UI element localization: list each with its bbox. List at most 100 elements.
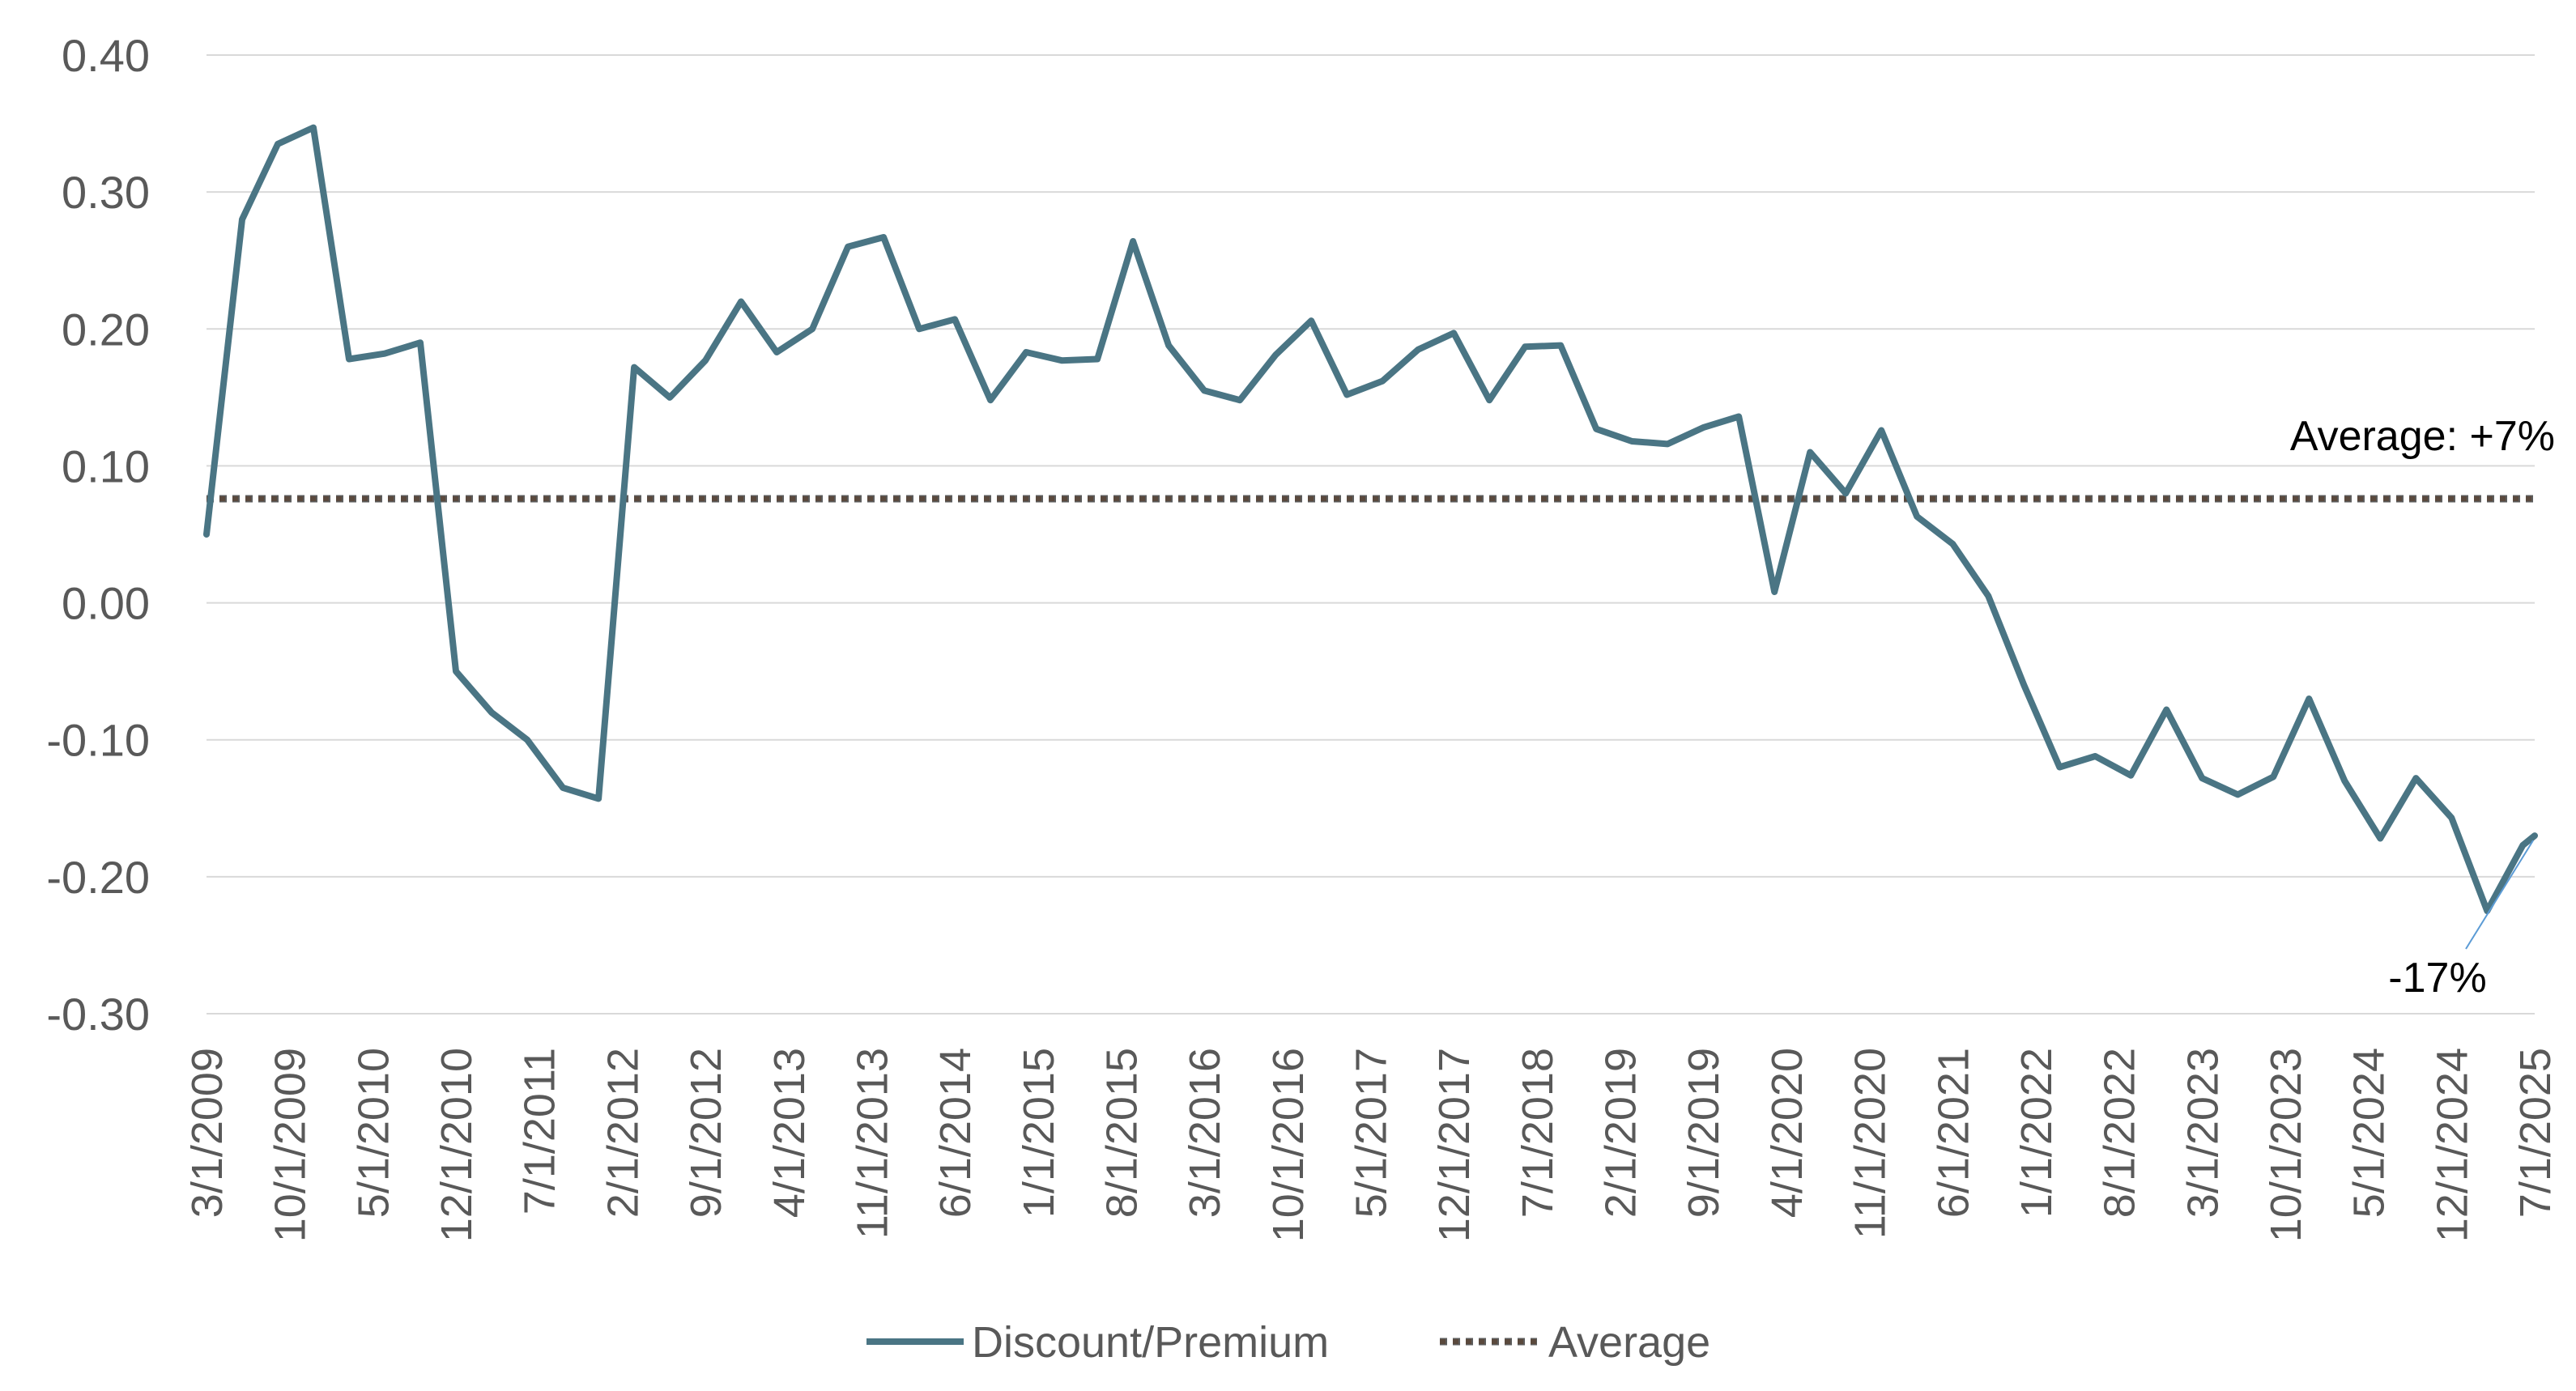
data-point [2235,792,2240,797]
data-point [204,532,209,537]
data-point [667,395,672,400]
x-tick-label: 2/1/2012 [598,1048,647,1218]
data-point [952,317,957,321]
data-point [845,245,850,249]
y-axis-ticks: 0.40 0.30 0.20 0.10 0.00 -0.10 -0.20 -0.30 [46,30,150,1040]
data-point [560,785,565,790]
data-point [596,796,601,801]
data-point [1807,450,1812,455]
data-point [774,350,779,355]
data-point [1095,356,1100,361]
x-tick-label: 10/1/2016 [1264,1048,1313,1242]
data-point [489,710,494,715]
x-tick-label: 7/1/2011 [516,1048,564,1214]
x-tick-label: 3/1/2009 [183,1048,232,1218]
data-point [1736,415,1741,419]
x-tick-label: 1/1/2015 [1015,1048,1063,1218]
data-point [311,125,316,130]
discount-premium-series [203,124,2538,915]
x-tick-label: 2/1/2019 [1597,1048,1646,1218]
data-point [810,326,815,331]
data-point [917,326,922,331]
data-point [1594,427,1599,432]
data-point [1024,350,1028,355]
data-point [1843,491,1848,496]
x-tick-label: 3/1/2016 [1181,1048,1229,1218]
y-tick-label: 0.40 [62,30,150,81]
x-tick-label: 7/1/2018 [1514,1048,1562,1218]
x-tick-label: 6/1/2021 [1929,1048,1978,1218]
annotations: Average: +7% -17% [2290,413,2555,1002]
data-point [275,142,280,147]
data-point [1986,593,1991,598]
x-tick-label: 12/1/2017 [1430,1048,1479,1242]
y-tick-label: 0.00 [62,578,150,629]
data-point [347,356,351,361]
x-tick-label: 12/1/2010 [432,1048,481,1242]
x-tick-label: 10/1/2023 [2262,1048,2310,1242]
x-tick-label: 4/1/2013 [765,1048,814,1218]
data-point [1273,352,1278,357]
x-tick-label: 3/1/2023 [2178,1048,2227,1218]
data-point [1309,318,1314,323]
data-point [382,351,387,356]
data-point [1879,428,1884,432]
data-point [1487,398,1492,402]
data-point [988,398,993,402]
data-point [2449,815,2454,820]
data-point [418,340,423,345]
y-tick-label: -0.20 [46,852,150,903]
x-tick-label: 7/1/2025 [2511,1048,2560,1218]
data-point [1522,344,1527,349]
data-point [2021,683,2026,687]
x-tick-label: 11/1/2020 [1846,1048,1895,1239]
data-point [739,299,743,304]
data-point [2378,836,2382,840]
legend-label-discount-premium: Discount/Premium [972,1318,1329,1367]
data-point [1059,358,1064,363]
data-point [453,669,458,674]
x-tick-label: 8/1/2022 [2096,1048,2144,1218]
data-point [525,738,530,742]
data-point [2520,843,2525,848]
discount-premium-line [203,124,2538,915]
x-tick-label: 8/1/2015 [1097,1048,1146,1218]
y-tick-label: 0.20 [62,304,150,355]
x-tick-label: 5/1/2024 [2345,1048,2394,1218]
data-point [2128,773,2133,778]
data-point [632,365,637,370]
x-tick-label: 10/1/2009 [266,1048,315,1242]
x-tick-label: 1/1/2022 [2012,1048,2061,1218]
data-point [881,235,886,240]
y-tick-label: -0.10 [46,715,150,766]
data-point [1629,439,1634,444]
data-point [2271,774,2276,779]
average-annotation: Average: +7% [2290,413,2555,460]
x-tick-label: 6/1/2014 [931,1048,980,1218]
y-tick-label: 0.10 [62,440,150,491]
data-point [1416,347,1420,352]
data-point [703,358,708,363]
x-tick-label: 4/1/2020 [1763,1048,1812,1218]
data-point [1380,379,1385,384]
x-tick-label: 9/1/2012 [682,1048,730,1218]
data-point [2093,754,2097,759]
x-tick-label: 5/1/2017 [1348,1048,1396,1218]
data-point [1237,398,1242,402]
data-point [1166,343,1171,348]
data-point [2413,776,2418,781]
legend: Discount/Premium Average [866,1318,1710,1367]
x-tick-label: 5/1/2010 [349,1048,398,1218]
x-tick-label: 12/1/2024 [2428,1048,2476,1242]
last-value-annotation: -17% [2388,955,2486,1002]
data-point [1950,542,1955,547]
gridlines [207,54,2535,1015]
data-point [2306,696,2311,701]
data-point [2342,778,2347,783]
data-point [2057,765,2062,770]
data-point [2164,708,2169,713]
data-point [240,217,245,222]
data-point [2532,833,2537,838]
